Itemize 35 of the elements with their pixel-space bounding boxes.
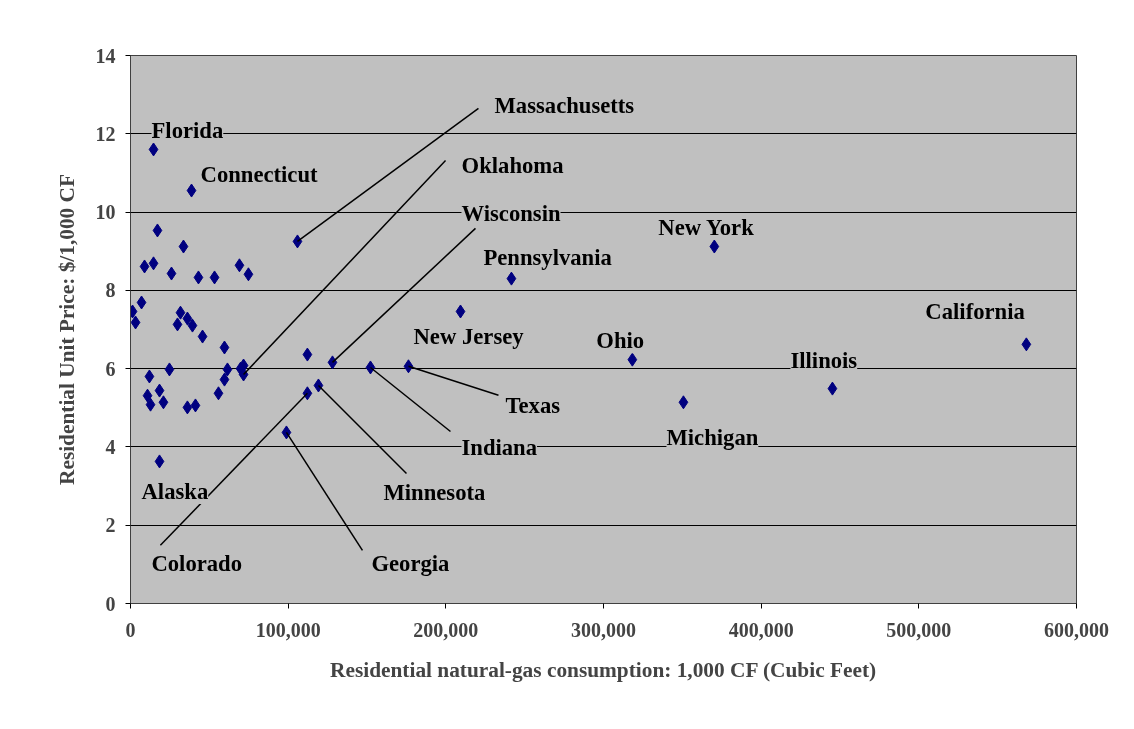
y-tick-label: 0 <box>105 592 116 615</box>
annotation: New Jersey <box>413 323 525 349</box>
annotation: Texas <box>505 392 561 418</box>
y-axis-title: Residential Unit Price: $/1,000 CF <box>54 173 79 485</box>
annotation: Alaska <box>141 478 209 504</box>
y-tick-label: 2 <box>105 514 116 537</box>
annotation: Oklahoma <box>461 153 564 179</box>
annotation: Pennsylvania <box>483 245 612 271</box>
x-tick-label: 400,000 <box>728 618 794 641</box>
annotation: Wisconsin <box>461 200 561 226</box>
x-tick-label: 300,000 <box>571 618 636 641</box>
annotation: Indiana <box>461 434 538 460</box>
x-tick-label: 0 <box>125 618 136 641</box>
annotation: Georgia <box>371 550 450 576</box>
annotation: Ohio <box>596 328 645 354</box>
y-tick-label: 8 <box>105 279 116 302</box>
y-tick-label: 10 <box>95 201 116 224</box>
annotation: Michigan <box>666 424 759 450</box>
y-tick-label: 4 <box>105 435 116 458</box>
annotation: Florida <box>151 117 224 143</box>
x-tick-label: 200,000 <box>413 618 479 641</box>
annotation: Illinois <box>790 348 858 374</box>
annotation: Connecticut <box>200 162 319 188</box>
x-tick-label: 500,000 <box>886 618 952 641</box>
y-tick-label: 6 <box>105 357 116 380</box>
annotation: California <box>925 298 1025 324</box>
y-tick-label: 12 <box>95 122 116 145</box>
annotation: Minnesota <box>383 479 486 505</box>
x-tick-label: 100,000 <box>255 618 321 641</box>
annotation: Massachusetts <box>494 92 635 118</box>
y-tick-label: 14 <box>95 44 116 67</box>
x-axis-title: Residential natural-gas consumption: 1,000 CF (Cubic Feet) <box>330 657 877 682</box>
annotation: Colorado <box>151 550 243 576</box>
annotation: New York <box>658 215 755 241</box>
x-tick-label: 600,000 <box>1044 618 1109 641</box>
